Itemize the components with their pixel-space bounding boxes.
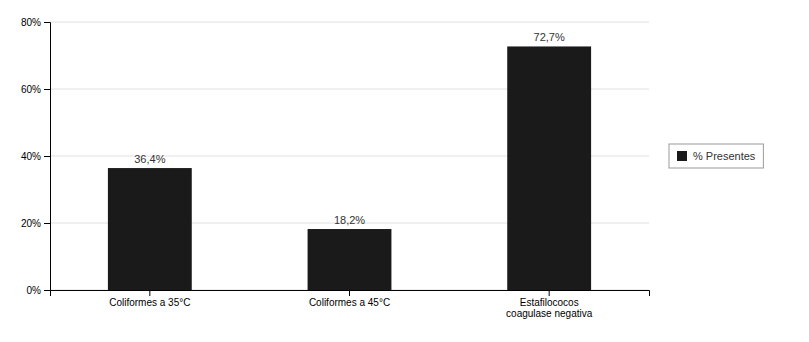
tick: Coliformes a 35°C (109, 290, 190, 308)
legend-swatch (677, 151, 687, 161)
bar (108, 168, 192, 290)
tick: 60% (21, 84, 50, 95)
tick-mark (44, 290, 50, 291)
data-label: 72,7% (534, 31, 565, 43)
tick-label: Coliformes a 35°C (109, 297, 190, 308)
data-label: 18,2% (334, 214, 365, 226)
tick-label: 20% (21, 218, 41, 229)
tick: 80% (21, 17, 50, 28)
grid (50, 22, 649, 290)
tick: 20% (21, 218, 50, 229)
legend-frame (669, 144, 763, 168)
tick-mark (44, 22, 50, 23)
data-label: 36,4% (134, 153, 165, 165)
chart: 0%20%40%60%80%Coliformes a 35°CColiforme… (0, 0, 809, 342)
axis-line (51, 291, 650, 297)
x-axis: Coliformes a 35°C Coliformes a 45°C Estafi… (51, 290, 650, 319)
tick-mark (44, 223, 50, 224)
tick-mark (44, 156, 50, 157)
bar (507, 46, 591, 290)
tick: 0% (27, 285, 50, 296)
tick: Estafilococoscoagulase negativa (506, 290, 593, 319)
tick: Coliformes a 45°C (309, 290, 390, 308)
bar (308, 229, 392, 290)
tick-mark (44, 89, 50, 90)
tick-mark (549, 290, 550, 296)
data-labels: 36,4% 18,2% 72,7% (134, 31, 565, 226)
tick: 40% (21, 151, 50, 162)
tick-label: Estafilococoscoagulase negativa (506, 297, 593, 319)
tick-label: 60% (21, 84, 41, 95)
tick-label: 0% (27, 285, 42, 296)
plot: 0%20%40%60%80%Coliformes a 35°CColiforme… (21, 17, 650, 319)
axis-line (44, 23, 51, 291)
tick-mark (149, 290, 150, 296)
legend: % Presentes (669, 144, 763, 168)
grid-line (50, 22, 649, 23)
bars (108, 46, 591, 290)
legend-label: % Presentes (693, 150, 756, 162)
tick-label: 80% (21, 17, 41, 28)
y-axis: 0% 20% 40% 60% 80% (21, 17, 51, 296)
tick-mark (349, 290, 350, 296)
tick-label: 40% (21, 151, 41, 162)
tick-label: Coliformes a 45°C (309, 297, 390, 308)
